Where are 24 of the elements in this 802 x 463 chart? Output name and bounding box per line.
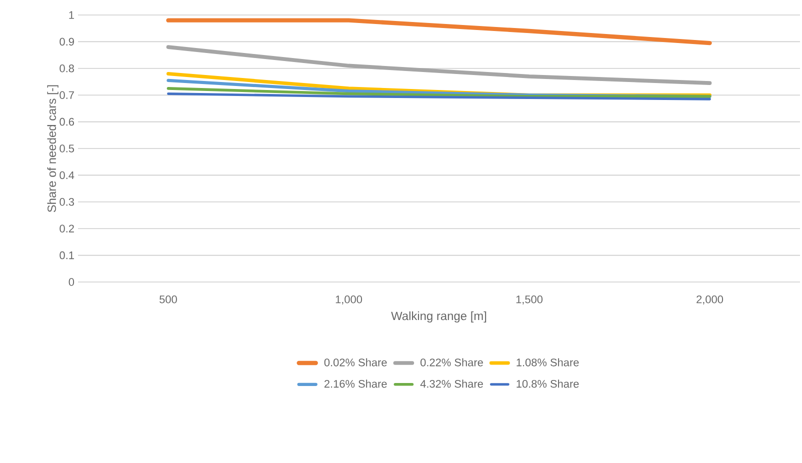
legend-label: 1.08% Share (516, 358, 579, 366)
legend-label: 10.8% Share (516, 380, 579, 388)
y-tick-label: 1 (69, 11, 74, 19)
y-tick-label: 0.7 (60, 91, 74, 99)
y-tick-label: 0.5 (60, 144, 74, 152)
x-tick-label: 1,000 (336, 295, 362, 305)
x-axis-title: Walking range [m] (391, 311, 486, 323)
legend-label: 4.32% Share (420, 380, 483, 388)
y-tick-label: 0.2 (60, 224, 74, 232)
line-series (166, 45, 712, 85)
y-tick-label: 0.1 (60, 251, 74, 260)
legend-label: 0.02% Share (324, 358, 387, 366)
y-tick-label: 0 (68, 278, 74, 286)
x-tick-label: 1,500 (516, 295, 543, 305)
y-tick-label: 0.3 (60, 198, 74, 206)
y-tick-label: 0.9 (60, 38, 74, 46)
legend-label: 2.16% Share (324, 380, 387, 388)
x-tick-label: 500 (160, 295, 177, 304)
y-tick-label: 0.4 (60, 171, 74, 180)
x-tick-label: 2,000 (696, 295, 724, 305)
y-tick-label: 0.6 (60, 118, 74, 126)
y-tick-label: 0.8 (60, 64, 74, 72)
legend-label: 0.22% Share (420, 358, 483, 366)
y-axis-title: Share of needed cars [-] (47, 85, 58, 212)
